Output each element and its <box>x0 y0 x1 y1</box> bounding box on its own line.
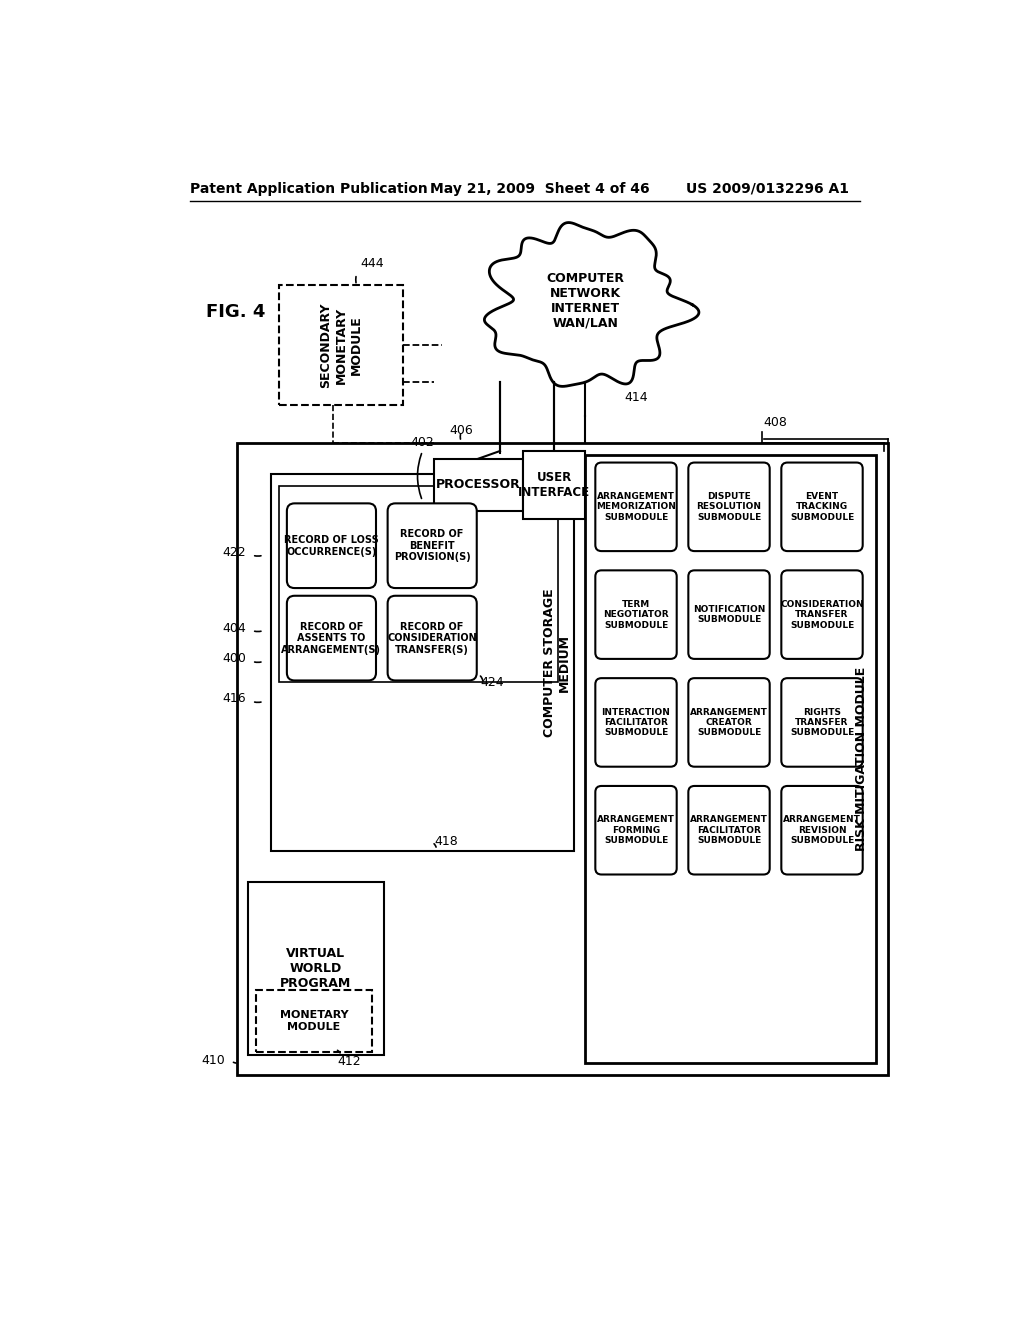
Text: FIG. 4: FIG. 4 <box>206 304 265 321</box>
Text: 414: 414 <box>624 391 647 404</box>
Bar <box>434 459 523 511</box>
Text: INTERACTION
FACILITATOR
SUBMODULE: INTERACTION FACILITATOR SUBMODULE <box>601 708 671 738</box>
Text: CONSIDERATION
TRANSFER
SUBMODULE: CONSIDERATION TRANSFER SUBMODULE <box>780 599 864 630</box>
Bar <box>256 990 372 1052</box>
Text: DISPUTE
RESOLUTION
SUBMODULE: DISPUTE RESOLUTION SUBMODULE <box>696 492 762 521</box>
Text: RECORD OF LOSS
OCCURRENCE(S): RECORD OF LOSS OCCURRENCE(S) <box>284 535 379 557</box>
FancyBboxPatch shape <box>595 462 677 552</box>
Text: USER
INTERFACE: USER INTERFACE <box>518 471 590 499</box>
Bar <box>280 486 558 682</box>
Text: NOTIFICATION
SUBMODULE: NOTIFICATION SUBMODULE <box>693 605 765 624</box>
FancyBboxPatch shape <box>781 462 862 552</box>
Text: COMPUTER STORAGE
MEDIUM: COMPUTER STORAGE MEDIUM <box>543 589 570 737</box>
Text: MONETARY
MODULE: MONETARY MODULE <box>280 1010 348 1032</box>
Text: 400: 400 <box>222 652 246 665</box>
Text: RECORD OF
ASSENTS TO
ARRANGEMENT(S): RECORD OF ASSENTS TO ARRANGEMENT(S) <box>282 622 381 655</box>
Text: ARRANGEMENT
MEMORIZATION
SUBMODULE: ARRANGEMENT MEMORIZATION SUBMODULE <box>596 492 676 521</box>
Text: 404: 404 <box>222 622 246 635</box>
Text: ARRANGEMENT
REVISION
SUBMODULE: ARRANGEMENT REVISION SUBMODULE <box>783 816 861 845</box>
FancyBboxPatch shape <box>688 570 770 659</box>
Text: RECORD OF
BENEFIT
PROVISION(S): RECORD OF BENEFIT PROVISION(S) <box>394 529 471 562</box>
Text: 422: 422 <box>222 546 246 560</box>
Text: 416: 416 <box>222 693 246 705</box>
Bar <box>280 285 403 405</box>
Text: May 21, 2009  Sheet 4 of 46: May 21, 2009 Sheet 4 of 46 <box>430 182 650 195</box>
Text: TERM
NEGOTIATOR
SUBMODULE: TERM NEGOTIATOR SUBMODULE <box>603 599 669 630</box>
Text: US 2009/0132296 A1: US 2009/0132296 A1 <box>686 182 849 195</box>
Bar <box>237 444 888 1074</box>
Text: 410: 410 <box>201 1055 225 1068</box>
Text: 424: 424 <box>480 676 504 689</box>
FancyBboxPatch shape <box>688 462 770 552</box>
Text: RIGHTS
TRANSFER
SUBMODULE: RIGHTS TRANSFER SUBMODULE <box>790 708 854 738</box>
FancyBboxPatch shape <box>595 570 677 659</box>
FancyBboxPatch shape <box>781 570 862 659</box>
Text: Patent Application Publication: Patent Application Publication <box>190 182 428 195</box>
Bar <box>523 451 586 519</box>
Text: RECORD OF
CONSIDERATION
TRANSFER(S): RECORD OF CONSIDERATION TRANSFER(S) <box>387 622 477 655</box>
Text: ARRANGEMENT
CREATOR
SUBMODULE: ARRANGEMENT CREATOR SUBMODULE <box>690 708 768 738</box>
FancyBboxPatch shape <box>287 595 376 681</box>
Bar <box>248 882 384 1056</box>
Text: 406: 406 <box>450 424 473 437</box>
Bar <box>586 455 876 1063</box>
Text: ARRANGEMENT
FACILITATOR
SUBMODULE: ARRANGEMENT FACILITATOR SUBMODULE <box>690 816 768 845</box>
Text: SECONDARY
MONETARY
MODULE: SECONDARY MONETARY MODULE <box>319 302 362 388</box>
Text: RISK MITIGATION MODULE: RISK MITIGATION MODULE <box>855 667 868 851</box>
FancyBboxPatch shape <box>781 785 862 875</box>
FancyBboxPatch shape <box>595 785 677 875</box>
Text: 418: 418 <box>434 834 458 847</box>
FancyBboxPatch shape <box>781 678 862 767</box>
Text: 444: 444 <box>360 257 384 271</box>
FancyBboxPatch shape <box>688 785 770 875</box>
FancyBboxPatch shape <box>287 503 376 589</box>
Text: 402: 402 <box>411 437 434 449</box>
Text: ARRANGEMENT
FORMING
SUBMODULE: ARRANGEMENT FORMING SUBMODULE <box>597 816 675 845</box>
Text: 408: 408 <box>764 416 787 429</box>
Bar <box>271 474 573 851</box>
Text: VIRTUAL
WORLD
PROGRAM: VIRTUAL WORLD PROGRAM <box>281 948 351 990</box>
Text: 412: 412 <box>337 1056 360 1068</box>
Text: EVENT
TRACKING
SUBMODULE: EVENT TRACKING SUBMODULE <box>790 492 854 521</box>
Text: PROCESSOR: PROCESSOR <box>436 478 521 491</box>
FancyBboxPatch shape <box>388 595 477 681</box>
Text: COMPUTER
NETWORK
INTERNET
WAN/LAN: COMPUTER NETWORK INTERNET WAN/LAN <box>546 272 625 330</box>
FancyBboxPatch shape <box>595 678 677 767</box>
FancyBboxPatch shape <box>388 503 477 589</box>
FancyBboxPatch shape <box>688 678 770 767</box>
